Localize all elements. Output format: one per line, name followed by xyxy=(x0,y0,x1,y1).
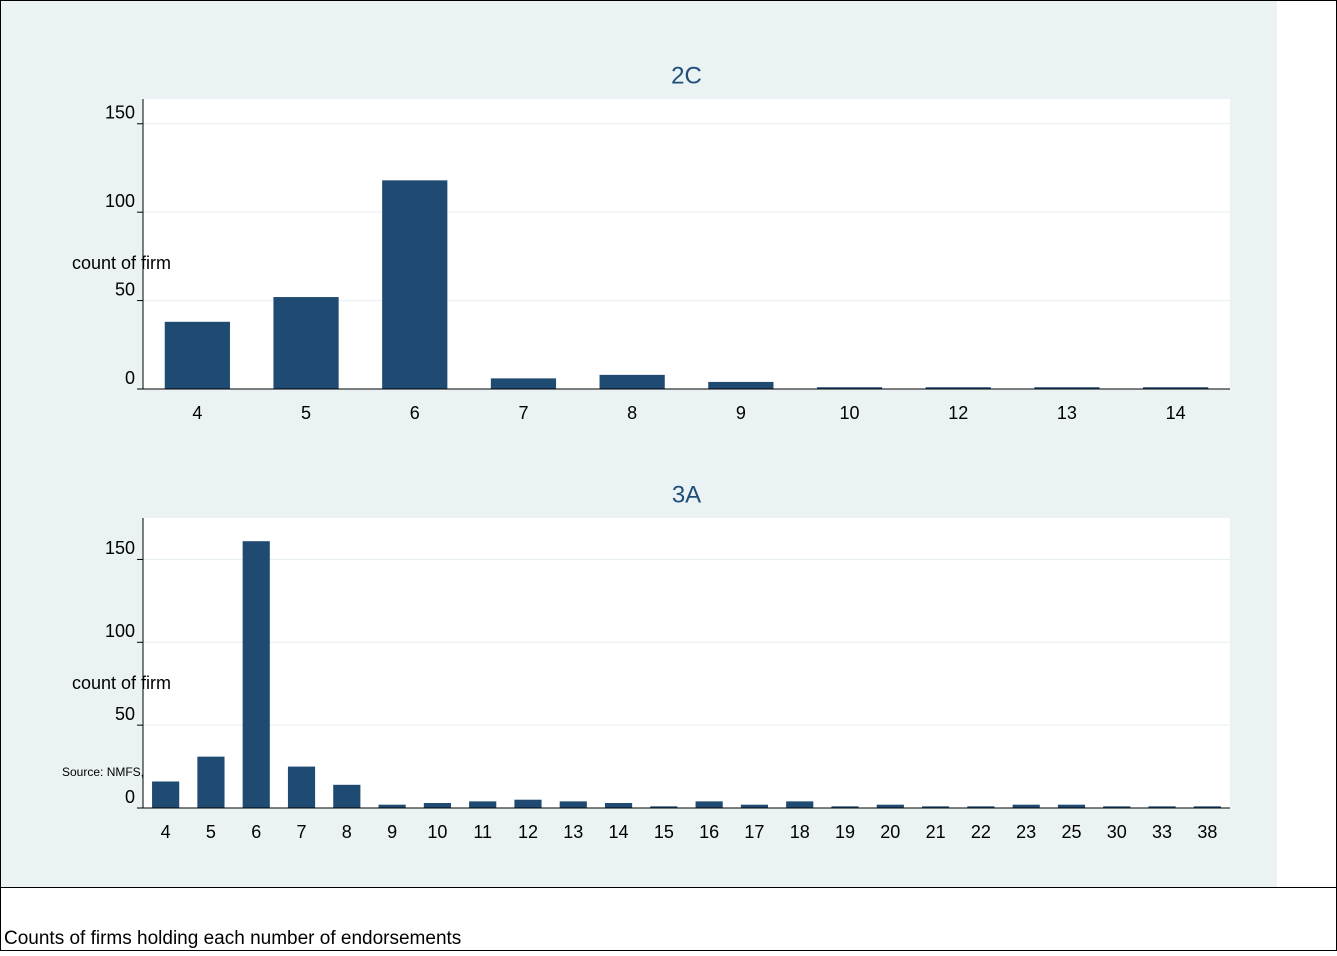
bar xyxy=(152,781,180,808)
x-tick-label: 6 xyxy=(410,403,420,423)
x-tick-label: 14 xyxy=(1166,403,1186,423)
x-tick-label: 23 xyxy=(1016,822,1036,842)
y-tick-label: 50 xyxy=(115,279,135,299)
y-axis-label: count of firm xyxy=(72,673,171,693)
x-tick-label: 12 xyxy=(518,822,538,842)
bar xyxy=(382,180,448,389)
x-tick-label: 9 xyxy=(736,403,746,423)
x-tick-label: 9 xyxy=(387,822,397,842)
bar xyxy=(695,801,723,808)
bar xyxy=(1057,804,1086,808)
y-tick-label: 0 xyxy=(125,368,135,388)
x-tick-label: 18 xyxy=(790,822,810,842)
bar xyxy=(287,766,316,808)
bar xyxy=(831,806,859,808)
bar xyxy=(514,799,542,808)
bar xyxy=(1143,387,1209,389)
y-axis-label: count of firm xyxy=(72,253,171,273)
bar xyxy=(740,804,769,808)
x-tick-label: 13 xyxy=(563,822,583,842)
y-tick-label: 50 xyxy=(115,704,135,724)
x-tick-label: 22 xyxy=(971,822,991,842)
x-tick-label: 15 xyxy=(654,822,674,842)
y-tick-label: 100 xyxy=(105,621,135,641)
x-tick-label: 4 xyxy=(192,403,202,423)
x-tick-label: 12 xyxy=(948,403,968,423)
bar xyxy=(1148,806,1176,808)
bar xyxy=(1012,804,1040,808)
bar xyxy=(378,804,406,808)
x-tick-label: 14 xyxy=(609,822,629,842)
bar xyxy=(333,784,361,808)
x-tick-label: 16 xyxy=(699,822,719,842)
x-tick-label: 21 xyxy=(926,822,946,842)
bar xyxy=(599,374,665,389)
bar xyxy=(559,801,587,808)
x-tick-label: 10 xyxy=(840,403,860,423)
y-tick-label: 150 xyxy=(105,103,135,123)
bar xyxy=(1103,806,1131,808)
caption: Counts of firms holding each number of e… xyxy=(4,928,461,949)
bar xyxy=(922,806,950,808)
bar xyxy=(197,756,225,808)
bar xyxy=(242,541,270,808)
bar xyxy=(273,297,339,389)
y-tick-label: 150 xyxy=(105,538,135,558)
chart-title: 2C xyxy=(671,62,702,89)
y-tick-label: 0 xyxy=(125,787,135,807)
bar xyxy=(650,806,678,808)
x-tick-label: 6 xyxy=(251,822,261,842)
x-tick-label: 33 xyxy=(1152,822,1172,842)
x-tick-label: 30 xyxy=(1107,822,1127,842)
bar xyxy=(490,378,557,389)
x-tick-label: 7 xyxy=(518,403,528,423)
bar xyxy=(1034,387,1100,389)
x-tick-label: 10 xyxy=(427,822,447,842)
bar xyxy=(423,803,451,808)
x-tick-label: 8 xyxy=(627,403,637,423)
y-tick-label: 100 xyxy=(105,191,135,211)
x-tick-label: 7 xyxy=(297,822,307,842)
bar xyxy=(786,801,814,808)
x-tick-label: 4 xyxy=(161,822,171,842)
x-tick-label: 25 xyxy=(1061,822,1081,842)
x-tick-label: 20 xyxy=(880,822,900,842)
bar xyxy=(1193,806,1221,808)
x-tick-label: 8 xyxy=(342,822,352,842)
bar xyxy=(925,387,991,389)
bar xyxy=(816,387,883,389)
bar xyxy=(604,803,633,808)
bar xyxy=(967,806,995,808)
x-tick-label: 5 xyxy=(206,822,216,842)
chart-title: 3A xyxy=(672,481,701,508)
x-tick-label: 13 xyxy=(1057,403,1077,423)
x-tick-label: 5 xyxy=(301,403,311,423)
bar xyxy=(164,321,230,389)
bar xyxy=(708,381,774,389)
x-tick-label: 17 xyxy=(744,822,764,842)
x-tick-label: 19 xyxy=(835,822,855,842)
bar xyxy=(469,801,497,808)
bar xyxy=(876,804,904,808)
x-tick-label: 11 xyxy=(473,822,492,842)
x-tick-label: 38 xyxy=(1197,822,1217,842)
plot-area xyxy=(143,518,1230,808)
